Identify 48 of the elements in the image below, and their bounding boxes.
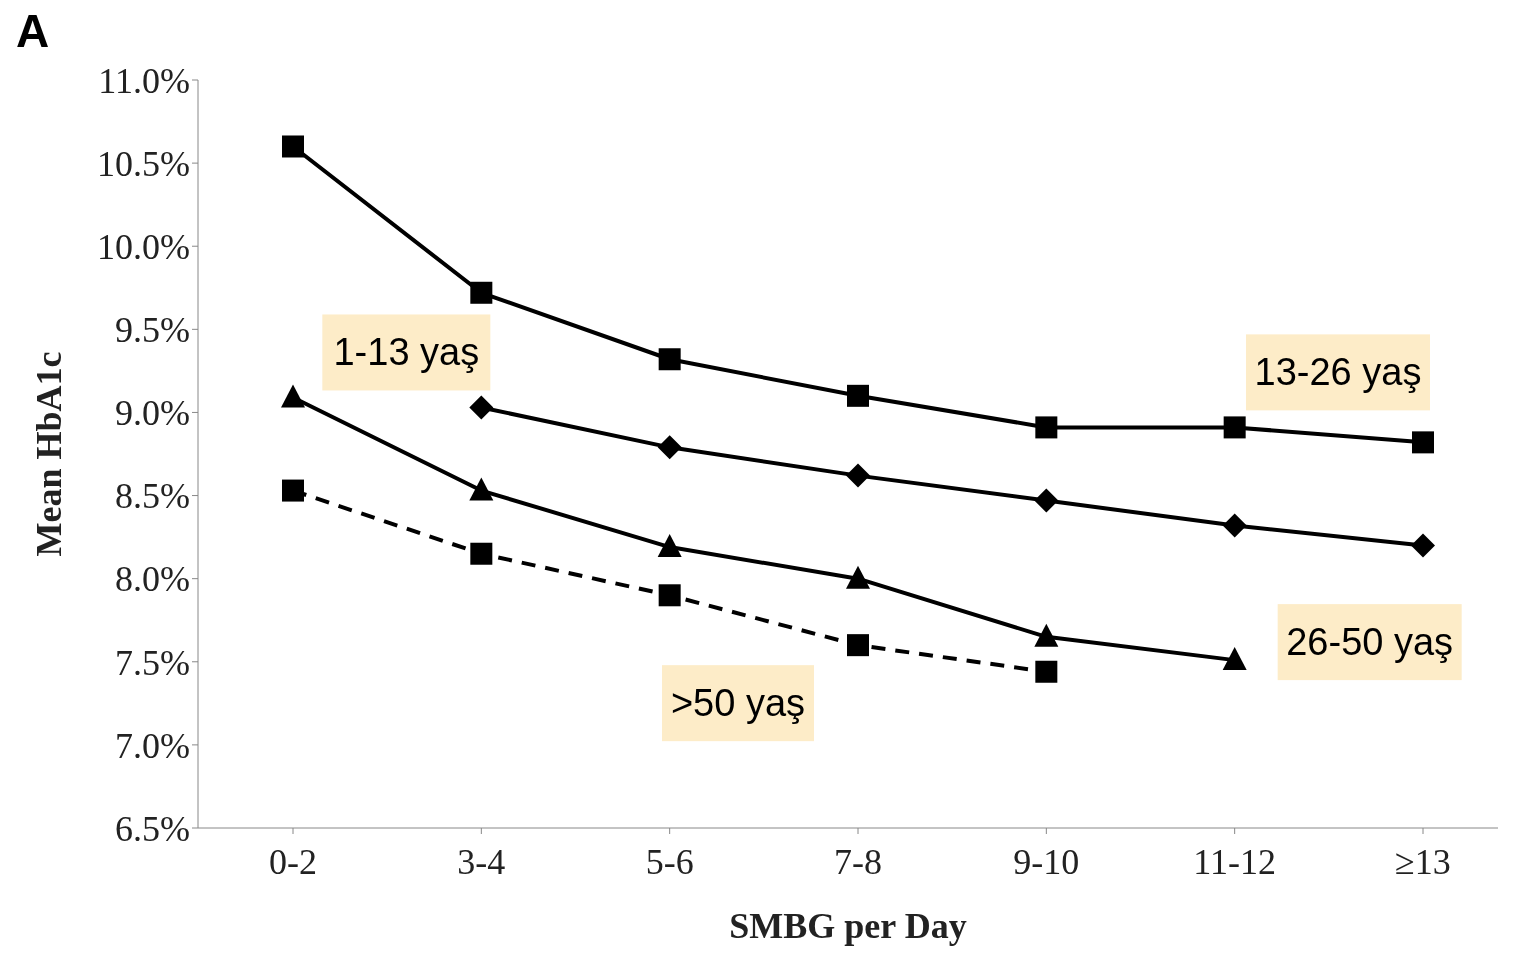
y-tick-label: 7.5% bbox=[115, 642, 190, 683]
x-tick-label: 5-6 bbox=[645, 841, 694, 882]
point bbox=[1034, 488, 1059, 513]
point bbox=[470, 281, 493, 304]
point bbox=[658, 348, 681, 371]
y-tick-label: 11.0% bbox=[98, 60, 190, 101]
y-tick-label: 9.5% bbox=[115, 310, 190, 351]
series-label: 13-26 yaş bbox=[1254, 351, 1422, 394]
x-tick-label: ≥13 bbox=[1395, 841, 1451, 882]
point bbox=[657, 534, 682, 558]
x-tick-label: 7-8 bbox=[834, 841, 882, 882]
point bbox=[1223, 416, 1246, 439]
x-tick-label: 0-2 bbox=[269, 841, 317, 882]
point bbox=[1035, 416, 1058, 439]
point bbox=[469, 395, 494, 420]
point bbox=[469, 477, 494, 501]
point bbox=[1411, 533, 1435, 558]
y-tick-label: 6.5% bbox=[115, 808, 190, 849]
point bbox=[1035, 660, 1058, 683]
y-tick-label: 8.5% bbox=[115, 476, 190, 517]
point bbox=[282, 479, 304, 502]
series-label: 1-13 yaş bbox=[333, 331, 480, 374]
point bbox=[1034, 623, 1059, 647]
point bbox=[1222, 647, 1247, 671]
point bbox=[281, 384, 305, 408]
chart-title: A bbox=[16, 4, 50, 58]
point bbox=[847, 634, 869, 657]
y-tick-label: 10.0% bbox=[97, 227, 190, 267]
x-tick-label: 3-4 bbox=[457, 841, 506, 882]
x-axis-title: SMBG per Day bbox=[729, 906, 967, 946]
y-tick-label: 9.0% bbox=[115, 393, 190, 434]
series-label: >50 yaş bbox=[670, 682, 806, 725]
x-tick-label: 9-10 bbox=[1013, 841, 1080, 882]
y-tick-label: 10.5% bbox=[97, 143, 190, 184]
point bbox=[658, 584, 681, 607]
y-tick-label: 8.0% bbox=[115, 559, 190, 600]
y-axis-title: Mean HbA1c bbox=[28, 351, 69, 557]
point bbox=[657, 435, 682, 460]
x-tick-label: 11-12 bbox=[1193, 841, 1276, 882]
point bbox=[1412, 431, 1434, 454]
point bbox=[1222, 513, 1247, 538]
point bbox=[470, 542, 493, 565]
series-label: 26-50 yaş bbox=[1286, 621, 1454, 664]
point bbox=[846, 463, 870, 488]
point bbox=[847, 384, 869, 407]
point bbox=[846, 565, 870, 589]
y-tick-label: 7.0% bbox=[115, 725, 190, 766]
point bbox=[282, 135, 304, 158]
